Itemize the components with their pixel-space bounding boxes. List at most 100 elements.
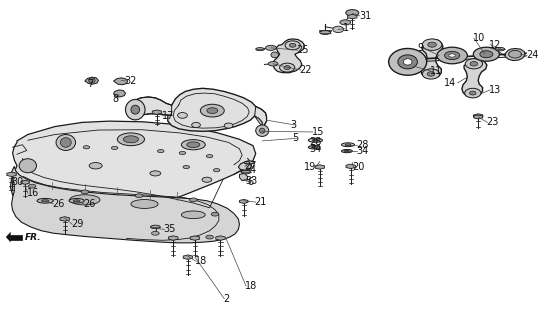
Polygon shape xyxy=(7,172,16,177)
Text: 29: 29 xyxy=(71,219,84,229)
Text: 26: 26 xyxy=(52,199,65,209)
Ellipse shape xyxy=(150,171,161,176)
Polygon shape xyxy=(474,115,483,119)
Ellipse shape xyxy=(207,108,218,114)
Polygon shape xyxy=(169,236,178,240)
Ellipse shape xyxy=(320,31,331,35)
Text: 33: 33 xyxy=(245,176,257,186)
Ellipse shape xyxy=(271,52,279,58)
Ellipse shape xyxy=(70,195,100,205)
Polygon shape xyxy=(135,97,171,119)
Ellipse shape xyxy=(89,78,95,83)
Ellipse shape xyxy=(206,155,213,158)
Polygon shape xyxy=(346,164,355,169)
Ellipse shape xyxy=(28,184,36,188)
Text: 24: 24 xyxy=(526,51,539,60)
Text: 16: 16 xyxy=(27,188,39,198)
Ellipse shape xyxy=(449,54,455,57)
Polygon shape xyxy=(10,235,22,240)
Ellipse shape xyxy=(81,190,89,194)
Ellipse shape xyxy=(344,150,349,152)
Polygon shape xyxy=(273,39,305,73)
Polygon shape xyxy=(462,59,487,97)
Ellipse shape xyxy=(480,51,493,58)
Ellipse shape xyxy=(41,200,49,202)
Polygon shape xyxy=(238,162,251,170)
Polygon shape xyxy=(216,236,225,240)
Polygon shape xyxy=(11,166,239,243)
Ellipse shape xyxy=(308,146,320,149)
Ellipse shape xyxy=(69,198,84,203)
Text: 31: 31 xyxy=(359,11,371,21)
Text: 19: 19 xyxy=(304,162,317,172)
Text: 6: 6 xyxy=(248,177,254,187)
Polygon shape xyxy=(152,110,162,115)
Ellipse shape xyxy=(179,151,186,155)
Ellipse shape xyxy=(280,63,295,72)
Text: 9: 9 xyxy=(418,43,424,53)
Ellipse shape xyxy=(177,113,187,118)
Text: 2: 2 xyxy=(223,293,230,304)
Text: 20: 20 xyxy=(353,162,364,172)
Text: 14: 14 xyxy=(444,78,456,88)
Ellipse shape xyxy=(181,211,205,219)
Text: 35: 35 xyxy=(164,224,176,235)
Text: 18: 18 xyxy=(195,256,207,266)
Polygon shape xyxy=(183,255,193,260)
Polygon shape xyxy=(114,78,128,85)
Ellipse shape xyxy=(112,146,118,149)
Ellipse shape xyxy=(403,59,412,65)
Text: 32: 32 xyxy=(125,76,137,86)
Ellipse shape xyxy=(465,59,483,69)
Ellipse shape xyxy=(427,72,435,76)
Ellipse shape xyxy=(465,88,481,98)
Polygon shape xyxy=(239,199,248,204)
Text: 22: 22 xyxy=(300,65,312,75)
Ellipse shape xyxy=(89,163,102,169)
Ellipse shape xyxy=(60,138,71,147)
Text: 26: 26 xyxy=(83,199,96,209)
Ellipse shape xyxy=(187,142,200,148)
Text: 21: 21 xyxy=(255,197,267,207)
Ellipse shape xyxy=(268,61,278,66)
Ellipse shape xyxy=(342,149,353,153)
Ellipse shape xyxy=(152,231,159,235)
Ellipse shape xyxy=(422,69,440,79)
Ellipse shape xyxy=(473,47,499,61)
Ellipse shape xyxy=(224,123,233,128)
Ellipse shape xyxy=(118,133,145,146)
Ellipse shape xyxy=(211,212,219,216)
Ellipse shape xyxy=(19,159,36,173)
Polygon shape xyxy=(239,173,248,181)
Text: 17: 17 xyxy=(163,111,175,121)
Ellipse shape xyxy=(285,41,300,50)
Text: FR.: FR. xyxy=(24,233,41,242)
Text: 28: 28 xyxy=(310,137,322,147)
Text: 11: 11 xyxy=(430,67,443,76)
Ellipse shape xyxy=(509,50,522,58)
Ellipse shape xyxy=(126,100,145,120)
Text: 30: 30 xyxy=(11,177,24,187)
Text: 34: 34 xyxy=(310,144,322,154)
Polygon shape xyxy=(255,107,267,132)
Polygon shape xyxy=(114,90,126,97)
Text: 28: 28 xyxy=(356,140,368,150)
Ellipse shape xyxy=(428,42,436,47)
Text: 3: 3 xyxy=(290,120,296,130)
Text: 27: 27 xyxy=(244,161,256,172)
Ellipse shape xyxy=(256,48,264,51)
Text: 18: 18 xyxy=(245,281,257,291)
Text: 10: 10 xyxy=(473,33,485,43)
Ellipse shape xyxy=(241,170,251,174)
Ellipse shape xyxy=(135,194,143,197)
Text: 34: 34 xyxy=(356,146,368,156)
Ellipse shape xyxy=(83,146,90,149)
Ellipse shape xyxy=(200,104,224,117)
Polygon shape xyxy=(505,49,525,60)
Polygon shape xyxy=(473,114,483,118)
Text: 5: 5 xyxy=(292,133,298,143)
Ellipse shape xyxy=(312,139,319,141)
Polygon shape xyxy=(21,180,29,184)
Ellipse shape xyxy=(422,39,442,50)
Text: 8: 8 xyxy=(113,94,119,104)
